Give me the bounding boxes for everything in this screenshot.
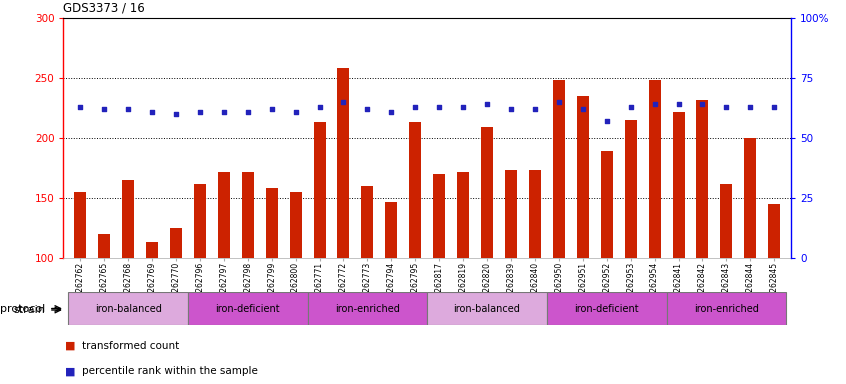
Bar: [289, 192, 301, 258]
Bar: [146, 242, 158, 258]
Point: [481, 101, 494, 108]
Text: iron-deficient: iron-deficient: [574, 303, 639, 313]
Text: ■: ■: [65, 366, 80, 376]
Bar: [385, 202, 398, 258]
Bar: [409, 122, 421, 258]
Point: [528, 106, 541, 112]
Bar: [308, 292, 427, 325]
Text: percentile rank within the sample: percentile rank within the sample: [82, 366, 258, 376]
Point: [624, 104, 637, 110]
Point: [385, 109, 398, 115]
Point: [504, 106, 518, 112]
Bar: [74, 192, 86, 258]
Point: [432, 104, 446, 110]
Text: iron-balanced: iron-balanced: [95, 303, 162, 313]
Bar: [696, 99, 708, 258]
Bar: [553, 80, 565, 258]
Bar: [768, 204, 780, 258]
Text: GDS3373 / 16: GDS3373 / 16: [63, 1, 146, 14]
Bar: [433, 174, 445, 258]
Bar: [457, 172, 470, 258]
Text: ■: ■: [65, 341, 80, 351]
Point: [456, 104, 470, 110]
Bar: [217, 172, 230, 258]
Bar: [338, 68, 349, 258]
Point: [672, 101, 685, 108]
Point: [193, 109, 206, 115]
Bar: [529, 170, 541, 258]
Bar: [673, 112, 684, 258]
Point: [146, 109, 159, 115]
Bar: [194, 184, 206, 258]
Bar: [481, 127, 493, 258]
Bar: [547, 292, 667, 325]
Point: [288, 109, 302, 115]
Bar: [170, 228, 182, 258]
Bar: [266, 189, 277, 258]
Point: [767, 104, 781, 110]
Bar: [314, 122, 326, 258]
Bar: [624, 120, 637, 258]
Text: iron-balanced: iron-balanced: [453, 303, 520, 313]
Point: [337, 99, 350, 105]
Text: iron-enriched: iron-enriched: [694, 303, 759, 313]
Bar: [361, 186, 373, 258]
Bar: [427, 295, 786, 325]
Text: iron-deficient: iron-deficient: [216, 303, 280, 313]
Bar: [721, 184, 733, 258]
Point: [409, 104, 422, 110]
Bar: [69, 292, 188, 325]
Bar: [649, 80, 661, 258]
Text: strain: strain: [14, 305, 45, 315]
Point: [744, 104, 757, 110]
Text: transformed count: transformed count: [82, 341, 179, 351]
Point: [360, 106, 374, 112]
Text: DBA/2: DBA/2: [590, 305, 624, 315]
Bar: [601, 151, 613, 258]
Point: [169, 111, 183, 117]
Bar: [242, 172, 254, 258]
Bar: [98, 234, 110, 258]
Point: [74, 104, 87, 110]
Bar: [188, 292, 308, 325]
Point: [97, 106, 111, 112]
Bar: [427, 292, 547, 325]
Point: [695, 101, 709, 108]
Bar: [744, 138, 756, 258]
Bar: [505, 170, 517, 258]
Point: [313, 104, 327, 110]
Point: [648, 101, 662, 108]
Point: [217, 109, 231, 115]
Bar: [69, 295, 427, 325]
Point: [576, 106, 590, 112]
Bar: [122, 180, 134, 258]
Text: iron-enriched: iron-enriched: [335, 303, 400, 313]
Point: [121, 106, 135, 112]
Bar: [667, 292, 786, 325]
Point: [720, 104, 733, 110]
Point: [600, 118, 613, 124]
Bar: [577, 96, 589, 258]
Point: [241, 109, 255, 115]
Point: [265, 106, 278, 112]
Text: C57BL/6: C57BL/6: [224, 305, 271, 315]
Point: [552, 99, 566, 105]
Text: protocol: protocol: [0, 303, 45, 313]
